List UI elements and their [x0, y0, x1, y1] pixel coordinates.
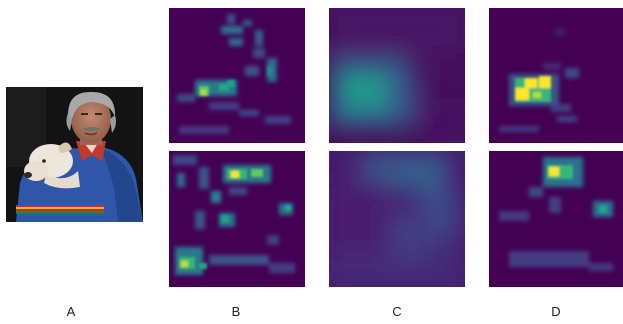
- heatmap-d-bottom: [489, 151, 623, 287]
- heatmap-b-bottom: [169, 151, 305, 287]
- heatmap-b-top: [169, 8, 305, 143]
- photo-panel: [6, 87, 143, 222]
- label-a: A: [66, 304, 76, 319]
- label-d: D: [551, 304, 561, 319]
- label-b: B: [231, 304, 241, 319]
- photo-man-with-dog-icon: [6, 87, 143, 222]
- heatmap-c-bottom: [329, 151, 465, 287]
- label-c: C: [392, 304, 402, 319]
- heatmap-c-top: [329, 8, 465, 143]
- heatmap-d-top: [489, 8, 623, 143]
